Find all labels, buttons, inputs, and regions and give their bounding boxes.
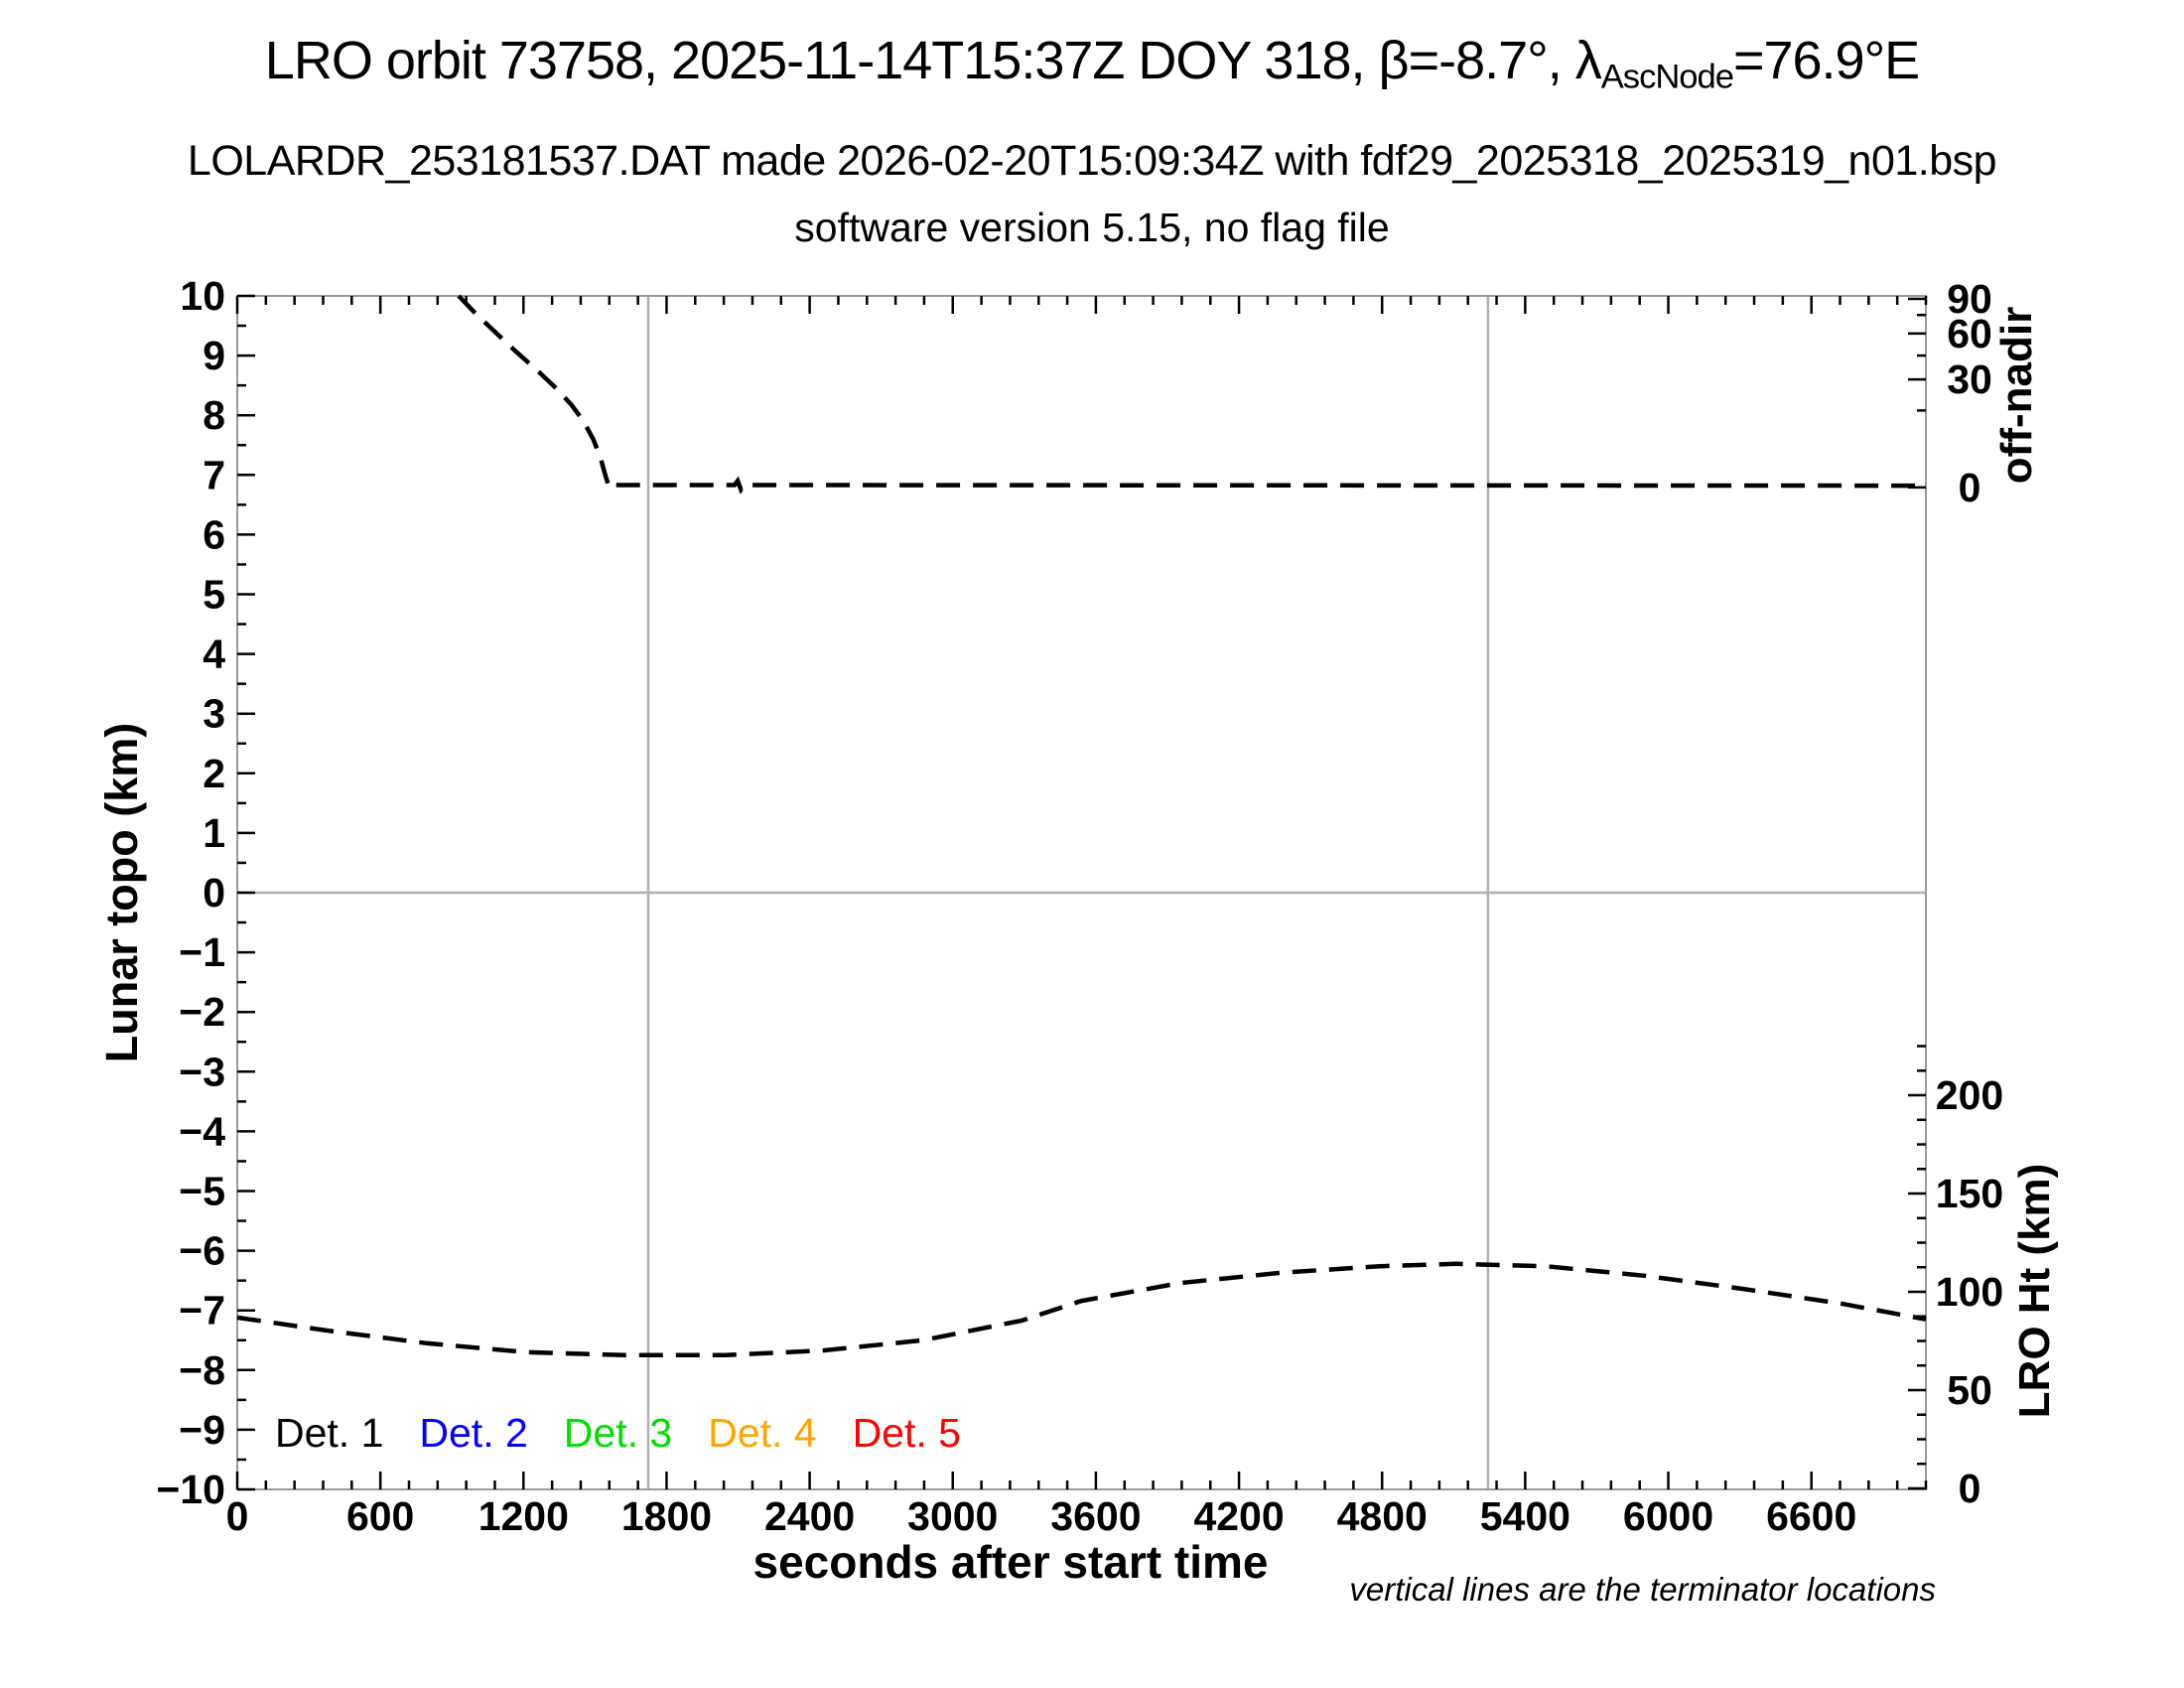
svg-text:150: 150 [1936,1171,2003,1216]
svg-text:−3: −3 [179,1049,225,1094]
series-off-nadir-angle [457,294,1927,494]
svg-text:−1: −1 [179,929,225,975]
legend-item-det-5: Det. 5 [852,1410,961,1456]
svg-text:6: 6 [203,511,225,557]
svg-text:0: 0 [203,870,225,915]
terminator-note: vertical lines are the terminator locati… [1349,1571,1936,1608]
title-suffix: =76.9°E [1732,31,1920,90]
svg-text:1800: 1800 [621,1493,712,1539]
svg-text:−4: −4 [179,1108,225,1154]
off-nadir-axis-title: off-nadir [1992,306,2041,485]
svg-text:−5: −5 [179,1169,225,1214]
series-LRO-height [236,1261,1927,1358]
svg-text:3: 3 [203,691,225,737]
legend-item-det-2: Det. 2 [419,1410,528,1456]
svg-text:0: 0 [1959,1466,1981,1511]
svg-text:4800: 4800 [1337,1493,1428,1539]
svg-text:0: 0 [226,1493,249,1539]
svg-text:−9: −9 [179,1407,225,1453]
svg-text:4: 4 [203,632,225,677]
svg-text:100: 100 [1936,1269,2003,1315]
y-left-axis-title: Lunar topo (km) [96,722,147,1063]
svg-text:3600: 3600 [1050,1493,1141,1539]
svg-text:200: 200 [1936,1072,2003,1118]
subtitle-line-2: software version 5.15, no flag file [794,205,1390,250]
svg-text:90: 90 [1947,276,1992,322]
svg-text:7: 7 [203,452,225,497]
legend-item-det-3: Det. 3 [563,1410,673,1456]
svg-text:−7: −7 [179,1288,225,1334]
svg-text:6600: 6600 [1766,1493,1856,1539]
lro-ht-axis-title: LRO Ht (km) [2010,1163,2059,1419]
svg-text:−2: −2 [179,989,225,1035]
svg-text:50: 50 [1947,1367,1992,1413]
svg-text:2: 2 [203,751,225,796]
svg-text:10: 10 [180,273,225,319]
title-prefix: LRO orbit 73758, 2025-11-14T15:37Z DOY 3… [264,31,1602,90]
svg-text:1200: 1200 [478,1493,569,1539]
off-nadir-ticks [1908,297,1926,490]
svg-text:5400: 5400 [1480,1493,1570,1539]
x-axis-ticks [235,296,1928,1489]
svg-text:30: 30 [1947,356,1992,402]
svg-text:−6: −6 [179,1228,225,1274]
svg-text:2400: 2400 [764,1493,855,1539]
page-title: LRO orbit 73758, 2025-11-14T15:37Z DOY 3… [0,30,2184,97]
subtitle-line-1: LOLARDR_253181537.DAT made 2026-02-20T15… [187,137,1997,185]
title-subscript: AscNode [1600,58,1734,96]
svg-text:6000: 6000 [1623,1493,1713,1539]
svg-text:0: 0 [1959,465,1981,510]
lro-ht-ticks [1908,1045,1926,1490]
svg-text:4200: 4200 [1193,1493,1284,1539]
svg-text:8: 8 [203,392,225,438]
svg-text:5: 5 [203,572,225,618]
svg-text:−10: −10 [156,1467,225,1512]
legend-item-det-1: Det. 1 [275,1410,384,1456]
svg-text:600: 600 [346,1493,414,1539]
svg-text:1: 1 [203,810,225,856]
svg-text:3000: 3000 [907,1493,998,1539]
x-tick-labels: 0 600 1200 1800 2400 3000 3600 4200 4800 5400 6000… [226,1493,1857,1539]
lro-ht-tick-labels: 200 150 100 50 0 [1936,1072,2003,1511]
x-axis-title: seconds after start time [752,1536,1269,1588]
svg-text:60: 60 [1947,311,1992,356]
svg-text:−8: −8 [179,1347,225,1393]
svg-text:9: 9 [203,333,225,378]
legend: Det. 1 Det. 2 Det. 3 Det. 4 Det. 5 [275,1410,961,1457]
y-left-ticks [237,294,255,1491]
legend-item-det-4: Det. 4 [708,1410,817,1456]
